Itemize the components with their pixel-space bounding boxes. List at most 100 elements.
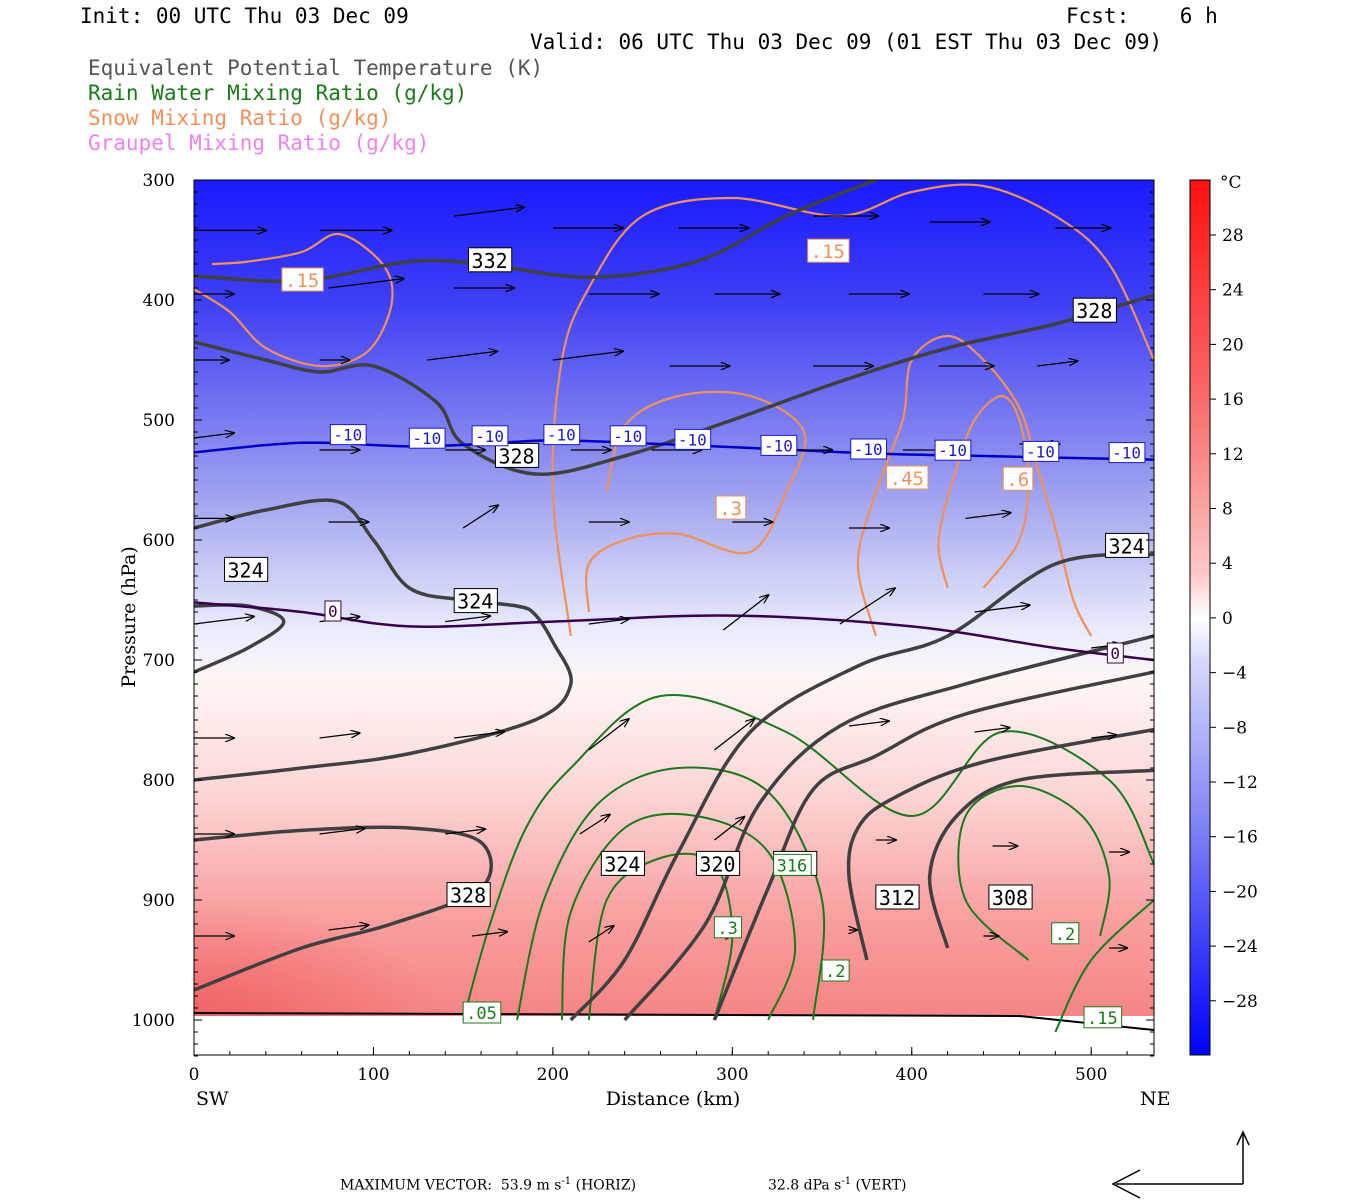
theta-e-label-box <box>1105 532 1150 558</box>
y-tick-label: 700 <box>143 651 175 671</box>
wind-vector <box>462 505 498 529</box>
legend-snow: Snow Mixing Ratio (g/kg) <box>88 106 392 130</box>
wind-vector <box>588 719 629 751</box>
theta-e-contour <box>927 768 1154 949</box>
colorbar-tick-label: 24 <box>1222 281 1244 301</box>
theta-e-label-box <box>494 442 540 468</box>
wind-vector <box>1037 361 1077 367</box>
snow-contour <box>194 232 394 368</box>
wind-vector <box>974 728 1010 732</box>
theta-e-contour <box>194 825 493 992</box>
temperature-label-box <box>471 425 509 447</box>
temperature-label-box <box>760 434 798 456</box>
theta-e-label: 328 <box>1076 299 1112 323</box>
snow-label-box <box>281 267 324 292</box>
colorbar-tick-label: 0 <box>1222 609 1233 629</box>
colorbar-tick-label: −28 <box>1222 992 1258 1012</box>
wind-vector <box>445 616 490 623</box>
warm-region <box>194 780 694 1020</box>
valid-time: Valid: 06 UTC Thu 03 Dec 09 (01 EST Thu … <box>530 30 1163 54</box>
theta-e-label: 312 <box>879 886 915 910</box>
wind-vector <box>713 719 754 751</box>
snow-label-box <box>807 238 850 263</box>
max-vector-horizontal: MAXIMUM VECTOR: 53.9 m s-1 (HORIZ) <box>340 1176 637 1194</box>
wind-vector <box>552 351 623 361</box>
colorbar-tick-label: −12 <box>1222 773 1258 793</box>
temperature-label-box <box>850 438 888 460</box>
theta-e-contour <box>194 293 1154 476</box>
rain-label-box <box>1083 1006 1123 1029</box>
temperature-label: -10 <box>333 426 362 445</box>
wind-vector <box>328 925 369 931</box>
forecast-hour: Fcst: 6 h <box>1066 4 1218 28</box>
temperature-label-box <box>1022 440 1060 462</box>
snow-label: .3 <box>719 498 742 520</box>
rain-contour <box>516 766 826 1021</box>
temperature-label: 0 <box>1110 644 1120 663</box>
theta-e-label-box <box>875 884 920 910</box>
y-axis-title: Pressure (hPa) <box>118 546 140 688</box>
legend-graupel: Graupel Mixing Ratio (g/kg) <box>88 131 430 155</box>
x-tick-label: 100 <box>357 1065 389 1085</box>
y-tick-label: 500 <box>143 411 175 431</box>
temperature-label: -10 <box>854 440 883 459</box>
rain-label: .05 <box>466 1004 497 1024</box>
wind-vector <box>194 617 254 625</box>
colorbar-unit: °C <box>1220 173 1242 193</box>
wind-vector <box>965 513 1011 520</box>
theta-e-label: 324 <box>228 558 264 582</box>
temperature-label-box <box>1106 642 1124 664</box>
rain-label: .2 <box>1055 925 1075 945</box>
colorbar-tick-label: 4 <box>1222 554 1233 574</box>
y-tick-label: 1000 <box>132 1011 175 1031</box>
x-axis-title: Distance (km) <box>606 1088 741 1110</box>
snow-label: .6 <box>1006 469 1029 491</box>
theta-e-label: 320 <box>699 852 735 876</box>
snow-label-box <box>886 465 929 490</box>
wind-vector <box>1091 735 1116 738</box>
temperature-label: -10 <box>764 436 793 455</box>
theta-e-label-box <box>453 588 498 614</box>
colorbar-tick-label: 8 <box>1222 500 1233 520</box>
y-tick-label: 300 <box>143 171 175 191</box>
wind-vector <box>454 732 504 739</box>
colorbar-tick-label: −8 <box>1222 718 1247 738</box>
snow-label-box <box>715 495 747 520</box>
wind-vector <box>974 605 1030 613</box>
wind-vector <box>427 351 497 361</box>
theta-e-label-box <box>695 850 741 876</box>
wind-vector <box>445 829 485 835</box>
snow-label: .15 <box>285 270 319 292</box>
rain-label: .3 <box>717 919 737 939</box>
theta-e-label-box <box>600 850 646 876</box>
rain-contour <box>462 694 1154 1021</box>
temperature-label: -10 <box>1026 442 1055 461</box>
temperature-label: -10 <box>678 430 707 449</box>
plot-frame <box>193 179 1155 1056</box>
colorbar-tick-label: −24 <box>1222 937 1258 957</box>
y-tick-label: 400 <box>143 291 175 311</box>
theta-e-label-box <box>446 882 491 908</box>
theta-e-label: 328 <box>450 884 486 908</box>
rain-label-box <box>462 1001 502 1024</box>
theta-e-label: 328 <box>498 444 534 468</box>
x-tick-label: 400 <box>896 1065 928 1085</box>
temperature-label-box <box>543 424 581 446</box>
y-tick-label: 600 <box>143 531 175 551</box>
temperature-label: -10 <box>412 429 441 448</box>
snow-label: .15 <box>811 241 845 263</box>
theta-e-label: 324 <box>1109 534 1145 558</box>
rain-label-box <box>773 853 812 876</box>
theta-e-label-box <box>224 556 269 582</box>
theta-e-contour <box>846 727 1154 961</box>
x-tick-label: 0 <box>189 1065 200 1085</box>
theta-e-contour <box>194 498 573 782</box>
colorbar-tick-label: 12 <box>1222 445 1244 465</box>
rain-label: .2 <box>825 962 845 982</box>
theta-e-label-box <box>468 247 513 273</box>
rain-label: 316 <box>777 856 808 876</box>
colorbar <box>1189 179 1211 1056</box>
wind-vector <box>848 721 889 727</box>
wind-vector <box>454 207 524 217</box>
theta-e-label: 324 <box>604 852 640 876</box>
